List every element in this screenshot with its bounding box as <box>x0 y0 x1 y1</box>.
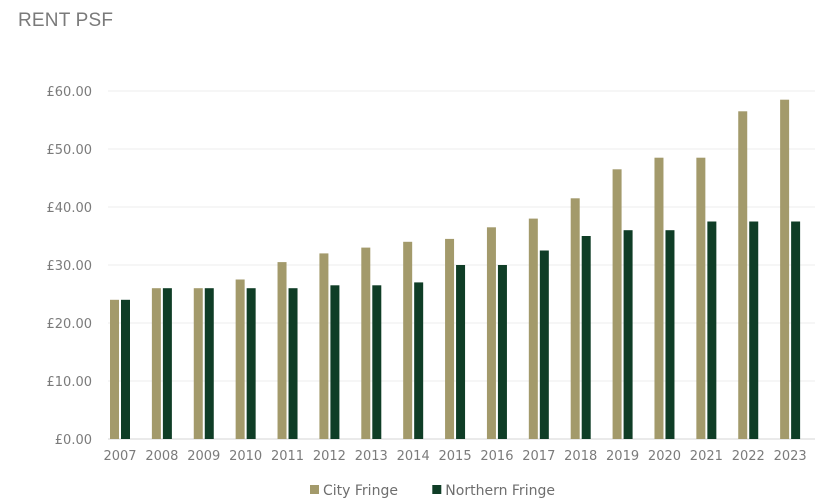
x-tick-label: 2011 <box>271 449 304 464</box>
bar-city-fringe-2008 <box>151 288 161 439</box>
bar-city-fringe-2007 <box>110 299 119 439</box>
bar-city-fringe-2018 <box>570 198 580 439</box>
bar-city-fringe-2013 <box>361 247 371 439</box>
y-tick-label: £10.00 <box>47 375 93 390</box>
chart-title: RENT PSF <box>18 10 114 31</box>
bar-northern-fringe-2021 <box>707 221 717 439</box>
bar-northern-fringe-2011 <box>288 288 298 439</box>
y-tick-label: £30.00 <box>47 259 93 274</box>
bar-northern-fringe-2023 <box>791 221 801 439</box>
bar-city-fringe-2016 <box>486 227 496 439</box>
bar-city-fringe-2012 <box>319 253 329 439</box>
y-tick-label: £0.00 <box>55 433 92 448</box>
x-tick-label: 2012 <box>313 449 346 464</box>
y-tick-label: £50.00 <box>47 143 93 158</box>
x-tick-label: 2009 <box>187 449 220 464</box>
bar-city-fringe-2009 <box>193 288 203 439</box>
x-tick-label: 2008 <box>145 449 178 464</box>
legend: City Fringe Northern Fringe <box>310 483 555 499</box>
legend-swatch-northern-fringe <box>432 485 442 494</box>
bar-city-fringe-2021 <box>696 157 706 439</box>
x-tick-label: 2007 <box>103 449 136 464</box>
bar-northern-fringe-2010 <box>246 288 256 439</box>
bar-northern-fringe-2020 <box>665 230 675 439</box>
bar-northern-fringe-2017 <box>539 250 549 439</box>
legend-label-city-fringe: City Fringe <box>323 483 398 499</box>
bar-city-fringe-2017 <box>528 218 538 439</box>
bar-northern-fringe-2016 <box>497 265 507 439</box>
bar-city-fringe-2015 <box>445 238 455 439</box>
bar-northern-fringe-2007 <box>121 299 130 439</box>
x-tick-label: 2010 <box>229 449 262 464</box>
x-axis-tick-labels: 2007 2008 2009 2010 2011 2012 2013 2014 2015 2016… <box>103 449 806 464</box>
bar-northern-fringe-2014 <box>414 282 424 439</box>
x-tick-label: 2018 <box>564 449 597 464</box>
bar-northern-fringe-2015 <box>456 265 466 439</box>
bar-northern-fringe-2009 <box>204 288 214 439</box>
x-tick-label: 2016 <box>480 449 513 464</box>
legend-label-northern-fringe: Northern Fringe <box>445 483 555 499</box>
bar-northern-fringe-2012 <box>330 285 340 439</box>
x-tick-label: 2020 <box>648 449 681 464</box>
bar-city-fringe-2020 <box>654 157 664 439</box>
bars <box>110 99 801 440</box>
x-tick-label: 2014 <box>397 449 430 464</box>
bar-northern-fringe-2008 <box>162 288 172 439</box>
bar-city-fringe-2022 <box>738 111 748 440</box>
y-tick-label: £60.00 <box>47 85 93 100</box>
x-tick-label: 2019 <box>606 449 639 464</box>
x-tick-label: 2022 <box>732 449 765 464</box>
bar-city-fringe-2023 <box>780 99 790 439</box>
x-tick-label: 2021 <box>690 449 723 464</box>
bar-northern-fringe-2019 <box>623 230 633 439</box>
y-tick-label: £40.00 <box>47 201 93 216</box>
x-tick-label: 2023 <box>774 449 807 464</box>
y-tick-label: £20.00 <box>47 317 93 332</box>
x-tick-label: 2015 <box>439 449 472 464</box>
bar-northern-fringe-2018 <box>581 236 591 439</box>
bar-city-fringe-2011 <box>277 262 287 439</box>
y-axis-tick-labels: £0.00 £10.00 £20.00 £30.00 £40.00 £50.00 £60.0… <box>47 85 93 448</box>
bar-city-fringe-2019 <box>612 169 622 440</box>
bar-northern-fringe-2013 <box>372 285 382 439</box>
bar-northern-fringe-2022 <box>749 221 759 439</box>
bar-city-fringe-2014 <box>403 241 413 439</box>
bar-city-fringe-2010 <box>235 279 245 439</box>
legend-swatch-city-fringe <box>310 485 319 494</box>
x-tick-label: 2013 <box>355 449 388 464</box>
x-tick-label: 2017 <box>522 449 555 464</box>
